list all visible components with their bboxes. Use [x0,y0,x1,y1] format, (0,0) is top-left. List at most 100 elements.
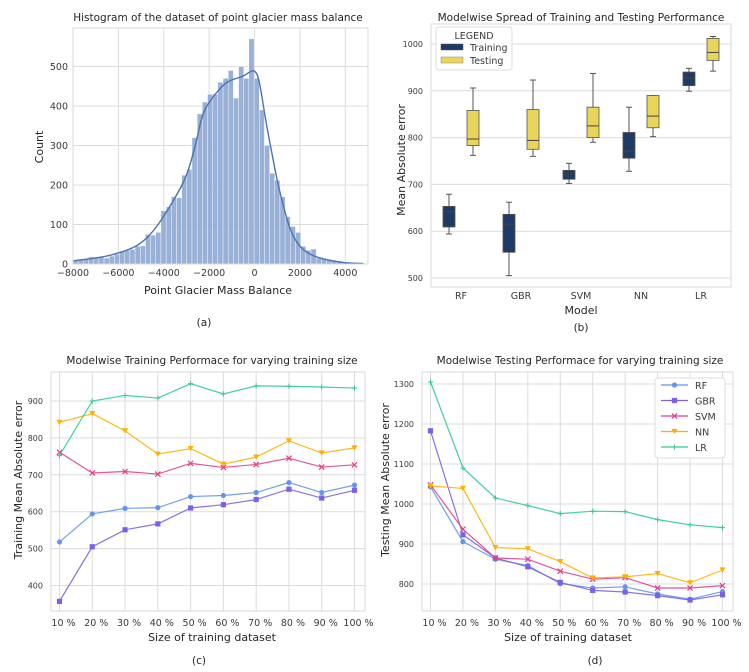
x-tick-label: NN [634,291,648,302]
marker-x [557,568,564,575]
box-iqr [562,169,576,180]
x-tick-label: 4000 [333,268,357,279]
histogram-bar [176,197,182,265]
histogram-bar [124,249,131,265]
legend-title: LEGEND [454,31,493,42]
marker-plus [687,522,693,528]
marker-triangle [154,451,161,457]
x-tick-label: 100 % [343,618,373,629]
marker-square [427,428,434,434]
marker-square [460,532,466,538]
box-iqr [442,205,456,228]
box-iqr [502,213,516,253]
histogram-bar [109,255,115,265]
histogram-bar [165,206,172,265]
y-tick-label: 300 [50,141,68,152]
x-tick-label: 40 % [520,618,544,629]
x-axis-label: Size of training dataset [148,631,277,644]
y-tick-label: 1100 [394,460,414,469]
marker-square [719,592,726,598]
legend-label: GBR [695,397,716,408]
y-tick-label: 600 [408,227,423,236]
marker-square [253,496,259,503]
marker-plus [460,465,466,471]
marker-x [492,554,499,562]
y-tick-label: 400 [50,102,68,113]
x-tick-label: 90 % [314,618,338,629]
histogram-bar [259,109,265,265]
legend-swatch-training [440,43,464,51]
box-training [502,201,516,277]
legend: LEGEND Training Testing [435,26,513,71]
chart-title: Modelwise Spread of Training and Testing… [438,12,725,24]
marker-plus [188,381,194,387]
histogram-bar [171,196,177,265]
marker-square [590,587,596,593]
histogram-bar [238,66,244,265]
marker-square [557,579,563,585]
series-line [430,485,723,584]
plot-frame [72,27,369,265]
marker-triangle [671,428,678,435]
y-tick-label: 800 [408,134,423,143]
marker-x [719,582,726,589]
box-testing [706,36,720,72]
histogram-bar [150,234,156,265]
marker-triangle [89,410,96,417]
marker-square [525,564,531,570]
x-tick-label: −4000 [148,268,180,279]
marker-square [122,527,128,533]
x-tick-label: −8000 [57,268,89,279]
marker-x [187,460,194,467]
x-tick-label: 10 % [51,618,75,629]
x-tick-label: 70 % [617,618,641,629]
x-tick-label: 90 % [682,618,706,629]
box-training [682,67,696,92]
histogram-bar [134,246,141,265]
series-line [59,412,355,465]
marker-square [655,593,661,599]
x-tick-label: 80 % [650,618,674,629]
marker-plus [155,395,161,401]
marker-triangle [654,571,661,577]
marker-square [89,544,95,550]
marker-plus [220,391,226,397]
box-iqr [622,132,636,159]
marker-plus [590,508,596,514]
histogram-bar [186,168,193,265]
histogram-bar [243,78,250,265]
marker-x [459,526,466,533]
marker-x [285,455,292,462]
series-nn [427,483,726,586]
y-tick-label: 700 [408,180,423,189]
y-tick-label: 200 [50,181,68,192]
marker-circle [188,493,194,500]
marker-triangle [524,546,531,552]
marker-triangle [220,461,227,467]
x-axis-label: Model [564,304,597,317]
series-line [58,488,355,602]
x-tick-label: 50 % [183,618,207,629]
marker-plus [557,511,563,517]
legend-item-svm: SVM [661,412,716,423]
x-axis-label: Point Glacier Mass Balance [144,284,292,297]
x-tick-label: 60 % [215,618,239,629]
marker-triangle [589,575,596,581]
marker-circle [460,539,466,545]
y-tick-label: 800 [28,434,43,443]
box-iqr [682,71,696,87]
histogram-bar [103,257,110,265]
y-tick-label: 1000 [394,500,414,509]
marker-x [687,584,694,592]
caption-c: (c) [192,655,206,667]
marker-circle [253,489,259,496]
legend-label-training: Training [469,43,508,54]
marker-x [122,468,129,475]
y-tick-label: 0 [62,260,68,271]
box-iqr [646,95,660,129]
series-svm [427,481,726,592]
histogram-bar [222,78,229,265]
histogram-bar [228,70,234,265]
testing-line-panel: Modelwise Testing Performace for varying… [379,355,742,667]
